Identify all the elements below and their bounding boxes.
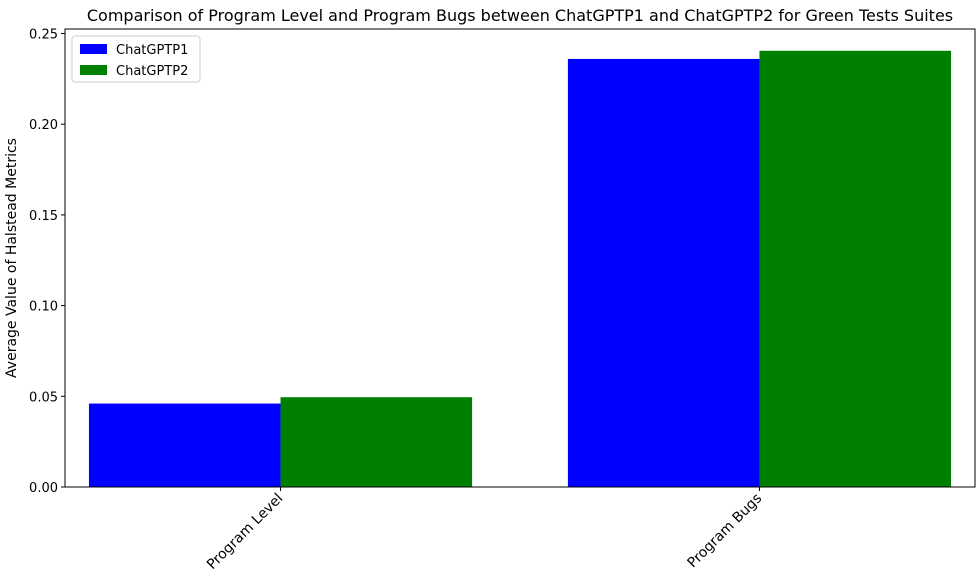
legend-swatch-chatgptp1 [80,44,107,54]
bar-chatgptp1-program-level [88,403,281,487]
y-axis: 0.00 0.05 0.10 0.15 0.20 0.25 [29,28,65,496]
x-tick-label: Program Level [204,491,286,573]
y-axis-label-group: Average Value of Halstead Metrics [4,138,20,378]
y-tick-label: 0.00 [29,481,58,496]
legend: ChatGPTP1 ChatGPTP2 [71,35,201,83]
y-tick-label: 0.25 [29,28,58,43]
x-axis: Program Level Program Bugs [204,487,765,573]
bar-chatgptp1-program-bugs [567,58,760,487]
bar-chatgptp2-program-bugs [759,50,952,488]
legend-label-chatgptp1: ChatGPTP1 [116,43,188,58]
y-tick-label: 0.20 [29,118,58,133]
y-tick-label: 0.05 [29,390,58,405]
x-tick-label: Program Bugs [685,491,766,572]
bars [88,50,952,488]
y-tick-label: 0.10 [29,300,58,315]
legend-label-chatgptp2: ChatGPTP2 [116,64,188,79]
chart-title: Comparison of Program Level and Program … [87,6,953,25]
y-axis-label: Average Value of Halstead Metrics [4,138,20,378]
bar-chatgptp2-program-level [280,397,473,487]
y-tick-label: 0.15 [29,209,58,224]
plot-frame [64,28,976,488]
legend-swatch-chatgptp2 [80,65,107,75]
